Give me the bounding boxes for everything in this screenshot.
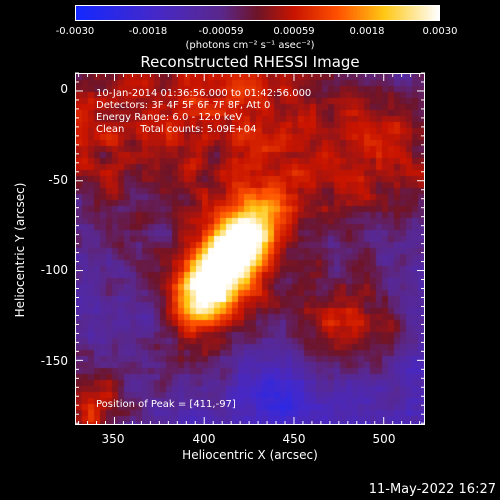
x-tick-label: 400: [192, 432, 216, 446]
chart-title: Reconstructed RHESSI Image: [140, 53, 360, 71]
x-tick-label: 450: [282, 432, 306, 446]
y-tick-label: -50: [48, 173, 68, 187]
colorbar-tick: 0.00059: [273, 26, 315, 37]
y-tick-label: -150: [40, 354, 68, 368]
y-axis-label: Heliocentric Y (arcsec): [13, 182, 27, 318]
colorbar-unit-label: (photons cm⁻² s⁻¹ asec⁻²): [185, 40, 315, 51]
plot-area: 10-Jan-2014 01:36:56.000 to 01:42:56.000…: [75, 73, 425, 425]
y-tick-label: -100: [40, 263, 68, 277]
x-tick-label: 350: [101, 432, 125, 446]
peak-position-annotation: Position of Peak = [411,-97]: [96, 399, 236, 410]
colorbar-tick: -0.0030: [55, 26, 95, 37]
colorbar-tick: 0.0030: [422, 26, 458, 37]
heatmap-image: [76, 74, 424, 424]
energy-annotation: Energy Range: 6.0 - 12.0 keV: [96, 112, 243, 123]
plot-date-stamp: 11-May-2022 16:27: [368, 482, 496, 497]
clean-counts-annotation: Clean Total counts: 5.09E+04: [96, 124, 257, 135]
colorbar-tick: -0.00059: [198, 26, 244, 37]
detectors-annotation: Detectors: 3F 4F 5F 6F 7F 8F, Att 0: [96, 100, 271, 111]
x-axis-label: Heliocentric X (arcsec): [182, 448, 318, 462]
colorbar: [75, 5, 440, 21]
x-tick-label: 500: [372, 432, 396, 446]
y-tick-label: 0: [60, 82, 68, 96]
time-range-annotation: 10-Jan-2014 01:36:56.000 to 01:42:56.000: [96, 88, 312, 99]
colorbar-tick: 0.0018: [349, 26, 385, 37]
colorbar-tick: -0.0018: [128, 26, 168, 37]
